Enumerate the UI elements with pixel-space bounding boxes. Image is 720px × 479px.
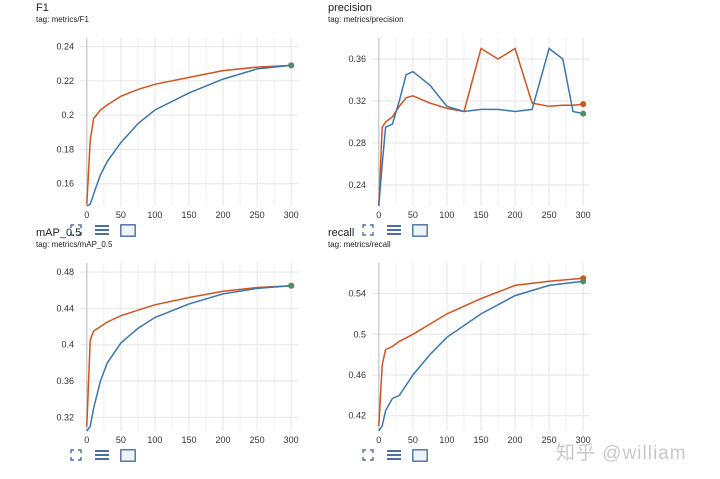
- y-tick-label: 0.24: [56, 42, 74, 52]
- fit-domain-icon[interactable]: [360, 447, 376, 463]
- chart-plot: 0 50 100 150 200 250 300 0.24 0.28 0.32 0.36: [348, 38, 591, 220]
- x-tick-label: 100: [147, 210, 162, 220]
- chart-plot: 0 50 100 150 200 250 300 0.16 0.18 0.2 0.22 0.24: [56, 38, 299, 220]
- series-endpoint-2: [288, 282, 295, 289]
- x-tick-label: 150: [473, 210, 488, 220]
- x-tick-label: 200: [508, 210, 523, 220]
- series-line-2: [86, 284, 292, 432]
- x-tick-label: 50: [116, 210, 126, 220]
- x-tick-label: 200: [216, 210, 231, 220]
- chart-title: mAP_0.5: [36, 227, 82, 239]
- x-tick-label: 250: [250, 435, 265, 445]
- series-endpoint-2: [288, 62, 295, 69]
- chart-tag: tag: metrics/recall: [328, 240, 391, 249]
- toggle-log-icon[interactable]: [386, 447, 402, 463]
- chart-panel-precision: precision tag: metrics/precision 0 50 100 1…: [320, 0, 650, 238]
- chart-tag: tag: metrics/mAP_0.5: [36, 240, 113, 249]
- x-tick-label: 200: [508, 435, 523, 445]
- x-tick-label: 150: [473, 435, 488, 445]
- series-line-2: [86, 64, 292, 207]
- y-tick-label: 0.22: [56, 76, 74, 86]
- series-endpoint-2: [580, 110, 587, 117]
- x-tick-label: 150: [181, 435, 196, 445]
- chart-toolbar: [68, 222, 136, 238]
- y-tick-label: 0.36: [348, 54, 366, 64]
- x-tick-label: 50: [408, 210, 418, 220]
- chart-title: F1: [36, 2, 49, 14]
- y-tick-label: 0.36: [56, 376, 74, 386]
- y-tick-label: 0.42: [348, 411, 366, 421]
- chart-panel-f1: F1 tag: metrics/F1 0 50 100 150 200 250 300 0.1…: [28, 0, 358, 238]
- x-tick-label: 50: [408, 435, 418, 445]
- fit-domain-icon[interactable]: [68, 222, 84, 238]
- x-tick-label: 150: [181, 210, 196, 220]
- x-tick-label: 300: [576, 210, 591, 220]
- x-tick-label: 250: [250, 210, 265, 220]
- series-line-1: [378, 47, 584, 207]
- series-line-2: [378, 280, 584, 432]
- x-tick-label: 50: [116, 435, 126, 445]
- x-tick-label: 0: [376, 210, 381, 220]
- download-icon[interactable]: [120, 222, 136, 238]
- watermark: 知乎 @william: [556, 443, 687, 464]
- chart-tag: tag: metrics/F1: [36, 15, 89, 24]
- fit-domain-icon[interactable]: [68, 447, 84, 463]
- chart-plot: 0 50 100 150 200 250 300 0.32 0.36 0.4 0.44 0.48: [56, 263, 299, 445]
- y-tick-label: 0.28: [348, 138, 366, 148]
- y-tick-label: 0.54: [348, 289, 366, 299]
- x-tick-label: 200: [216, 435, 231, 445]
- chart-toolbar: [360, 447, 428, 463]
- x-tick-label: 0: [84, 435, 89, 445]
- chart-panel-recall: recall tag: metrics/recall 0 50 100 150 200 2…: [320, 225, 650, 463]
- chart-toolbar: [360, 222, 428, 238]
- x-tick-label: 100: [439, 435, 454, 445]
- x-tick-label: 250: [542, 210, 557, 220]
- chart-panel-map: mAP_0.5 tag: metrics/mAP_0.5 0 50 100 150 20…: [28, 225, 358, 463]
- y-tick-label: 0.46: [348, 370, 366, 380]
- y-tick-label: 0.16: [56, 179, 74, 189]
- series-line-1: [86, 284, 292, 427]
- download-icon[interactable]: [120, 447, 136, 463]
- x-tick-label: 300: [284, 435, 299, 445]
- x-tick-label: 100: [147, 435, 162, 445]
- toggle-log-icon[interactable]: [386, 222, 402, 238]
- series-line-2: [378, 47, 584, 207]
- y-tick-label: 0.2: [61, 110, 74, 120]
- y-tick-label: 0.24: [348, 180, 366, 190]
- download-icon[interactable]: [412, 222, 428, 238]
- toggle-log-icon[interactable]: [94, 222, 110, 238]
- chart-toolbar: [68, 447, 136, 463]
- series-endpoint-2: [580, 278, 587, 285]
- x-tick-label: 0: [376, 435, 381, 445]
- series-line-1: [378, 277, 584, 426]
- y-tick-label: 0.32: [56, 412, 74, 422]
- y-tick-label: 0.5: [353, 329, 366, 339]
- y-tick-label: 0.48: [56, 267, 74, 277]
- chart-title: recall: [328, 227, 355, 239]
- toggle-log-icon[interactable]: [94, 447, 110, 463]
- y-tick-label: 0.4: [61, 340, 74, 350]
- chart-tag: tag: metrics/precision: [328, 15, 404, 24]
- x-tick-label: 250: [542, 435, 557, 445]
- y-tick-label: 0.44: [56, 303, 74, 313]
- chart-plot: 0 50 100 150 200 250 300 0.42 0.46 0.5 0.54: [348, 263, 591, 445]
- fit-domain-icon[interactable]: [360, 222, 376, 238]
- x-tick-label: 100: [439, 210, 454, 220]
- x-tick-label: 300: [284, 210, 299, 220]
- x-tick-label: 300: [576, 435, 591, 445]
- y-tick-label: 0.18: [56, 144, 74, 154]
- chart-title: precision: [328, 2, 373, 14]
- series-line-1: [86, 64, 292, 205]
- series-endpoint-1: [580, 101, 587, 108]
- y-tick-label: 0.32: [348, 96, 366, 106]
- download-icon[interactable]: [412, 447, 428, 463]
- x-tick-label: 0: [84, 210, 89, 220]
